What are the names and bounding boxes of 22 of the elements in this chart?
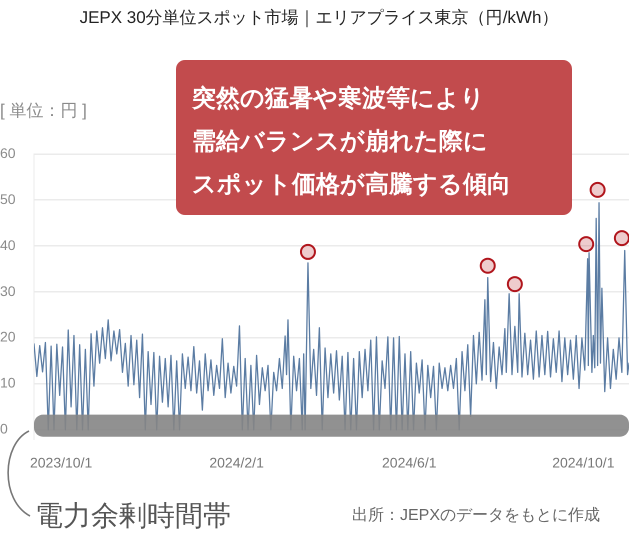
x-tick-label: 2023/10/1 [30,454,92,470]
point [506,276,523,292]
y-tick-label: 10 [0,374,16,391]
point [578,236,594,252]
point [480,258,496,274]
point [590,182,606,198]
y-tick-label: 50 [0,190,16,207]
y-tick-label: 40 [0,236,16,253]
point [300,244,316,260]
y-tick-label: 20 [0,328,16,345]
x-tick-label: 2024/10/1 [552,454,615,470]
band-label: 電力余剰時間帯 [35,499,231,533]
y-tick-label: 30 [0,282,16,299]
annotation: 突然の猛暑や寒波等により需給バランスが崩れた際にスポット価格が高騰する傾向 [192,84,511,200]
x-tick-label: 2024/6/1 [382,454,437,470]
x-tick-label: 2024/2/1 [209,454,264,470]
text: 出所：JEPXのデータをもとに作成 [352,506,600,526]
chart-title: JEPX 30分単位スポット市場｜エリアプライス東京（円/kWh） [78,7,560,29]
y-axis-title: [ 単位：円 ] [0,100,87,122]
point [614,230,629,246]
y-tick-label: 60 [0,144,16,161]
y-tick-label: 0 [0,420,8,437]
